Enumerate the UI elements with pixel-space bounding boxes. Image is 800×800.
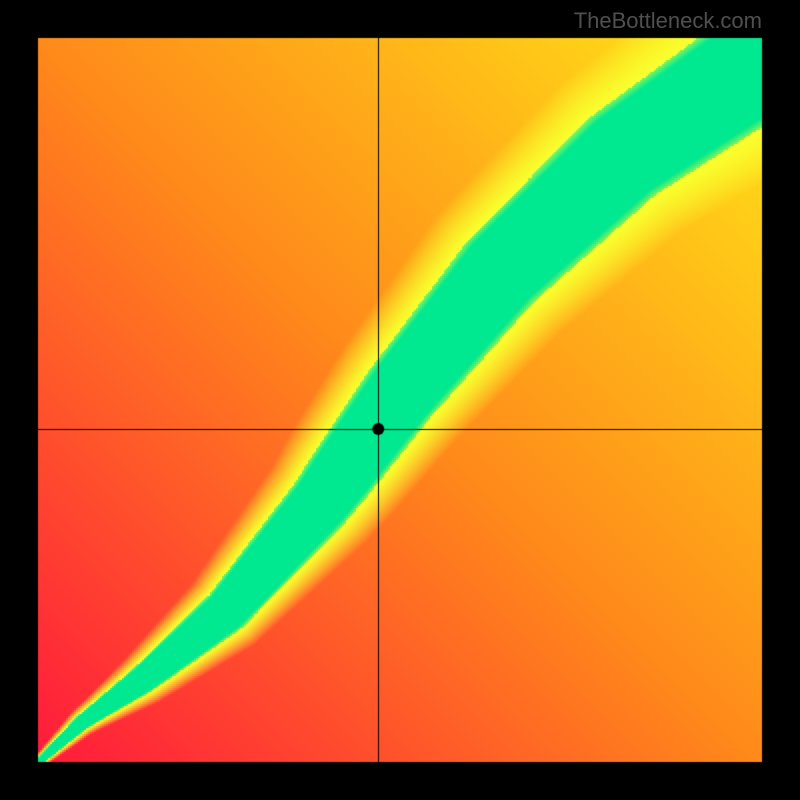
bottleneck-heatmap (0, 0, 800, 800)
chart-container: TheBottleneck.com (0, 0, 800, 800)
watermark-text: TheBottleneck.com (574, 8, 762, 34)
